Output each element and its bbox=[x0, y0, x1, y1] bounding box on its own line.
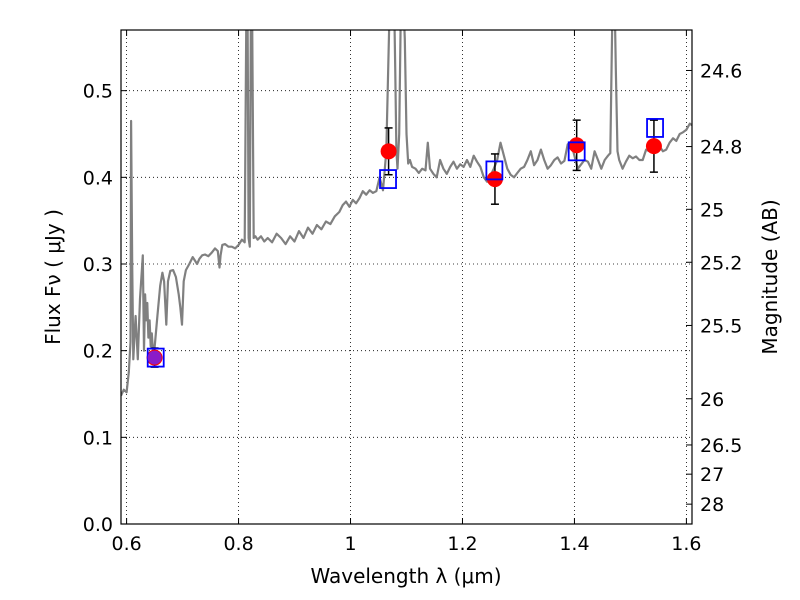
y2-tick-label: 24.6 bbox=[700, 60, 742, 82]
model-photometry-square bbox=[379, 169, 397, 189]
overlap-point bbox=[147, 350, 162, 365]
y2-tick-label: 25.5 bbox=[700, 315, 742, 337]
x-tick-label: 1.6 bbox=[671, 533, 701, 555]
photometry-point bbox=[568, 137, 585, 154]
y-tick-label: 0.3 bbox=[83, 254, 113, 276]
y-tick-label: 0.4 bbox=[83, 167, 113, 189]
model-photometry-square bbox=[646, 118, 664, 138]
y2-tick-label: 26 bbox=[700, 389, 724, 411]
axis-ticks: 0.6 0.8 1 1.2 1.4 1.6 0.0 0.1 0.2 0.3 0.4 0.5 24.6 24… bbox=[83, 30, 742, 555]
y2-tick-label: 25.2 bbox=[700, 252, 742, 274]
model-photometry-square bbox=[567, 141, 586, 162]
y-tick-label: 0.5 bbox=[83, 81, 113, 103]
photometry-point bbox=[645, 138, 662, 155]
y2-tick-label: 28 bbox=[700, 494, 724, 516]
y2-tick-label: 24.8 bbox=[700, 137, 742, 159]
y2-tick-label: 25 bbox=[700, 199, 724, 221]
x-tick-label: 1 bbox=[344, 533, 356, 555]
y-axis-label: Flux Fν ( μJy ) bbox=[41, 209, 65, 345]
y-tick-label: 0.1 bbox=[83, 427, 113, 449]
model-photometry-square bbox=[485, 160, 504, 181]
photometry-point bbox=[380, 143, 397, 160]
spectrum-line bbox=[121, 30, 692, 397]
y2-tick-label: 26.5 bbox=[700, 435, 742, 457]
y-tick-label: 0.0 bbox=[83, 514, 113, 536]
x-tick-label: 1.4 bbox=[559, 533, 589, 555]
x-tick-label: 1.2 bbox=[447, 533, 477, 555]
y2-tick-label: 27 bbox=[700, 464, 724, 486]
y-tick-label: 0.2 bbox=[83, 341, 113, 363]
x-tick-label: 0.6 bbox=[111, 533, 141, 555]
y2-axis-label: Magnitude (AB) bbox=[758, 199, 782, 354]
x-axis-label: Wavelength λ (μm) bbox=[310, 564, 501, 588]
x-tick-label: 0.8 bbox=[223, 533, 253, 555]
plot-data bbox=[121, 30, 692, 397]
plot-frame bbox=[120, 29, 693, 525]
